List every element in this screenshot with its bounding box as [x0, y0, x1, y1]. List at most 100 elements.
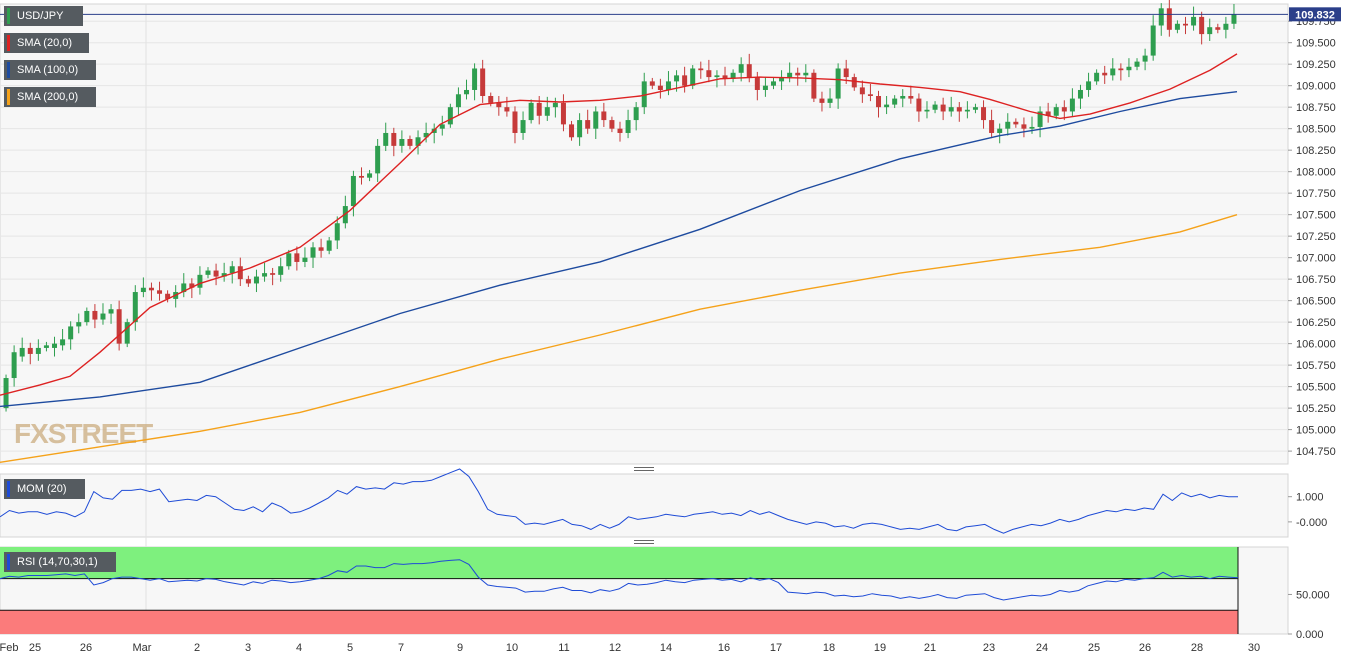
candle-body: [908, 96, 914, 99]
mom-tick-0: 1.000: [1296, 492, 1324, 504]
candle-71: [577, 113, 583, 146]
candle-body: [682, 75, 688, 86]
candle-99: [803, 64, 809, 83]
resize-handle-1[interactable]: [634, 540, 654, 544]
candle-118: [956, 102, 962, 122]
candle-body: [197, 274, 203, 288]
candle-body: [375, 145, 381, 174]
candle-body: [1102, 72, 1108, 76]
candle-6: [52, 336, 58, 357]
candle-131: [1061, 100, 1067, 121]
candle-body: [116, 309, 122, 344]
last-price-label: 109.832: [1295, 9, 1335, 21]
candle-body: [245, 279, 251, 284]
candle-body: [754, 77, 760, 90]
rsi-oversold-band: [0, 610, 1238, 634]
price-tick-19: 105.000: [1296, 425, 1336, 437]
candle-body: [27, 347, 33, 354]
candle-body: [189, 283, 195, 288]
candle-149: [1207, 18, 1213, 41]
candle-body: [876, 96, 882, 108]
candle-body: [84, 310, 90, 323]
candle-body: [472, 68, 478, 90]
candle-body: [972, 107, 978, 110]
candle-body: [520, 120, 526, 133]
sma200-line: [0, 214, 1238, 463]
fxstreet-logo: FXSTREET: [14, 418, 153, 449]
candle-151: [1223, 16, 1229, 39]
candle-135: [1094, 69, 1100, 85]
time-tick-12: 12: [609, 642, 621, 654]
candle-body: [270, 273, 276, 275]
candle-124: [1005, 113, 1011, 136]
candle-body: [447, 107, 453, 125]
candle-125: [1013, 118, 1019, 128]
candle-body: [956, 107, 962, 112]
price-tick-5: 108.500: [1296, 124, 1336, 136]
candle-body: [819, 98, 825, 103]
candle-33: [270, 267, 276, 286]
candle-body: [1061, 107, 1067, 112]
candle-body: [932, 104, 938, 110]
price-tick-17: 105.500: [1296, 382, 1336, 394]
legend-sma20[interactable]: SMA (20,0): [4, 33, 89, 53]
legend-sma100[interactable]: SMA (100,0): [4, 60, 96, 80]
sma100-swatch: [7, 62, 10, 78]
panel-resize-handles[interactable]: [634, 467, 654, 544]
candle-body: [649, 81, 655, 86]
time-tick-19: 23: [983, 642, 995, 654]
candle-100: [811, 69, 817, 103]
candle-body: [423, 132, 429, 138]
candle-108: [876, 90, 882, 118]
time-tick-18: 21: [924, 642, 936, 654]
candle-body: [900, 96, 906, 99]
candle-body: [1013, 121, 1019, 125]
time-tick-5: 3: [245, 642, 251, 654]
symbol-tag[interactable]: USD/JPY: [4, 6, 83, 26]
sma100-label: SMA (100,0): [17, 64, 79, 76]
rsi-line: [0, 559, 1239, 601]
candle-body: [60, 339, 66, 346]
candle-75: [609, 116, 615, 133]
candle-body: [1150, 25, 1156, 56]
rsi-tag[interactable]: RSI (14,70,30,1): [4, 552, 116, 572]
symbol-swatch: [7, 8, 10, 24]
candle-body: [43, 345, 49, 348]
candle-body: [1094, 72, 1100, 82]
candle-110: [892, 95, 898, 109]
candle-34: [278, 257, 284, 282]
candle-101: [819, 91, 825, 112]
candle-24: [197, 266, 203, 295]
candle-body: [326, 240, 332, 251]
candle-body: [528, 102, 534, 121]
candle-body: [140, 287, 146, 293]
candle-body: [560, 102, 566, 125]
candle-133: [1077, 84, 1083, 109]
candle-72: [585, 109, 591, 134]
time-tick-2: 26: [80, 642, 92, 654]
candle-78: [633, 102, 639, 131]
time-tick-3: Mar: [133, 642, 152, 654]
candle-152: [1231, 4, 1237, 29]
candle-body: [132, 292, 138, 323]
price-tick-16: 105.750: [1296, 360, 1336, 372]
candle-body: [552, 102, 558, 108]
rsi-tick-1: 0.000: [1296, 629, 1324, 641]
resize-handle-0[interactable]: [634, 467, 654, 471]
mom-tag[interactable]: MOM (20): [4, 479, 85, 499]
time-tick-17: 19: [874, 642, 886, 654]
candle-body: [334, 223, 340, 241]
candle-64: [520, 111, 526, 140]
candle-body: [1142, 55, 1148, 62]
legend-sma200[interactable]: SMA (200,0): [4, 87, 96, 107]
sma20-label: SMA (20,0): [17, 37, 73, 49]
candle-body: [1134, 61, 1140, 67]
candle-77: [625, 109, 631, 139]
candle-95: [770, 77, 776, 90]
candle-13: [108, 304, 114, 324]
candle-41: [334, 216, 340, 250]
candle-body: [1077, 89, 1083, 99]
candle-body: [221, 273, 227, 277]
candle-body: [964, 109, 970, 112]
candle-body: [480, 68, 486, 96]
